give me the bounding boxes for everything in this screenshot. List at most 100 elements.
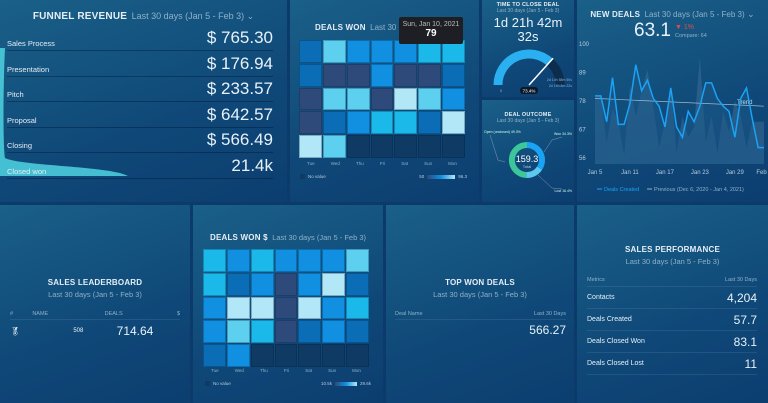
date-range-dropdown[interactable]: Last 30 days (Jan 5 - Feb 3) xyxy=(496,8,560,14)
heatmap-cell[interactable] xyxy=(418,111,442,135)
heatmap-cell[interactable] xyxy=(299,111,322,135)
heatmap-cell[interactable] xyxy=(346,296,369,320)
date-range-dropdown[interactable]: Last 30 days (Jan 5 - Feb 3) xyxy=(131,11,245,21)
date-range-dropdown[interactable]: Last 30 days (Jan 5 - Feb 3) xyxy=(433,290,527,299)
heatmap-cell[interactable] xyxy=(322,296,346,320)
heatmap-cell[interactable] xyxy=(274,249,298,272)
heatmap-cell[interactable] xyxy=(250,320,274,344)
heatmap-cell[interactable] xyxy=(250,296,274,320)
heatmap-cell[interactable] xyxy=(298,272,322,296)
table-row[interactable]: 566.27 xyxy=(529,323,566,337)
heatmap-cell[interactable] xyxy=(322,272,346,296)
donut-segment[interactable] xyxy=(526,142,545,170)
funnel-row[interactable]: Closed won 21.4k xyxy=(7,154,273,179)
donut-total: 159.3 xyxy=(516,154,539,164)
heatmap-cell[interactable] xyxy=(299,63,322,87)
heatmap-cell[interactable] xyxy=(203,344,226,367)
donut-segment[interactable] xyxy=(508,141,528,178)
heatmap-cell[interactable] xyxy=(298,249,322,272)
heatmap-cell[interactable] xyxy=(370,135,394,158)
heatmap-cell[interactable] xyxy=(250,272,274,296)
heatmap-cell[interactable] xyxy=(226,296,250,320)
heatmap-cell[interactable] xyxy=(299,135,322,158)
donut-segment[interactable] xyxy=(526,166,543,178)
heatmap-cell[interactable] xyxy=(274,320,298,344)
heatmap-cell[interactable] xyxy=(346,344,369,367)
legend-deals-created[interactable]: Deals Created xyxy=(604,187,639,193)
table-row[interactable]: 🏅︎ 508 714.64 xyxy=(10,324,154,338)
heatmap-cell[interactable] xyxy=(442,87,465,111)
heatmap-cell[interactable] xyxy=(322,344,346,367)
heatmap-cell[interactable] xyxy=(346,135,370,158)
heatmap-cell[interactable] xyxy=(299,40,322,63)
heatmap-cell[interactable] xyxy=(250,249,274,272)
funnel-row[interactable]: Proposal $ 642.57 xyxy=(7,103,273,128)
legend-max: 29.6k xyxy=(359,381,371,386)
heatmap-cell[interactable] xyxy=(298,320,322,344)
heatmap-cell[interactable] xyxy=(226,320,250,344)
chevron-down-icon[interactable]: ⌄ xyxy=(744,9,755,19)
heatmap-cell[interactable] xyxy=(370,87,394,111)
date-range-dropdown[interactable]: Last 30 days (Jan 5 - Feb 3) xyxy=(625,257,720,266)
table-row[interactable]: Deals Closed Won 83.1 xyxy=(587,331,757,353)
heatmap-cell[interactable] xyxy=(394,63,418,87)
heatmap-cell[interactable] xyxy=(298,344,322,367)
heatmap-cell[interactable] xyxy=(274,344,298,367)
heatmap-cell[interactable] xyxy=(370,63,394,87)
heatmap-cell[interactable] xyxy=(346,249,369,272)
table-row[interactable]: Deals Closed Lost 11 xyxy=(587,353,757,375)
heatmap-cell[interactable] xyxy=(299,87,322,111)
heatmap-cell[interactable] xyxy=(203,272,226,296)
heatmap-cell[interactable] xyxy=(442,135,465,158)
date-range-dropdown[interactable]: Last 30 days (Jan 5 - Feb 3) xyxy=(644,10,745,19)
funnel-row[interactable]: Presentation $ 176.94 xyxy=(7,52,273,77)
heatmap-cell[interactable] xyxy=(226,272,250,296)
date-range-dropdown[interactable]: Last 30 days (Jan 5 - Feb 3) xyxy=(496,118,560,124)
heatmap-cell[interactable] xyxy=(418,87,442,111)
heatmap-cell[interactable] xyxy=(322,320,346,344)
heatmap-cell[interactable] xyxy=(394,135,418,158)
heatmap-cell[interactable] xyxy=(298,296,322,320)
heatmap-cell[interactable] xyxy=(203,249,226,272)
heatmap-cell[interactable] xyxy=(346,111,370,135)
heatmap-cell[interactable] xyxy=(418,63,442,87)
heatmap-cell[interactable] xyxy=(442,111,465,135)
heatmap-cell[interactable] xyxy=(394,87,418,111)
heatmap-cell[interactable] xyxy=(394,111,418,135)
heatmap-cell[interactable] xyxy=(322,63,346,87)
heatmap-cell[interactable] xyxy=(442,63,465,87)
funnel-stage-label: Closed won xyxy=(7,166,47,176)
heatmap-cell[interactable] xyxy=(274,296,298,320)
heatmap-cell[interactable] xyxy=(370,40,394,63)
heatmap-cell[interactable] xyxy=(322,111,346,135)
heatmap-cell[interactable] xyxy=(226,249,250,272)
heatmap-cell[interactable] xyxy=(274,272,298,296)
heatmap-cell[interactable] xyxy=(226,344,250,367)
heatmap-cell[interactable] xyxy=(346,40,370,63)
heatmap-cell[interactable] xyxy=(346,272,369,296)
funnel-row[interactable]: Closing $ 566.49 xyxy=(7,128,273,153)
legend-min: 10.5k xyxy=(320,381,332,386)
funnel-row[interactable]: Pitch $ 233.57 xyxy=(7,77,273,102)
funnel-row[interactable]: Sales Process $ 765.30 xyxy=(7,26,273,51)
date-range-dropdown[interactable]: Last 30 days (Jan 5 - Feb 3) xyxy=(48,290,142,299)
heatmap-cell[interactable] xyxy=(322,40,346,63)
heatmap-cell[interactable] xyxy=(322,135,346,158)
heatmap-cell[interactable] xyxy=(346,63,370,87)
date-range-dropdown[interactable]: Last 30 days (Jan 5 - Feb 3) xyxy=(272,233,367,242)
table-row[interactable]: Contacts 4,204 xyxy=(587,287,757,309)
heatmap-cell[interactable] xyxy=(346,87,370,111)
heatmap-cell[interactable] xyxy=(322,87,346,111)
chevron-down-icon[interactable]: ⌄ xyxy=(244,11,255,21)
heatmap-cell[interactable] xyxy=(346,320,369,344)
heatmap-cell[interactable] xyxy=(370,111,394,135)
heatmap-cell[interactable] xyxy=(203,320,226,344)
table-row[interactable]: Deals Created 57.7 xyxy=(587,309,757,331)
heatmap-cell[interactable] xyxy=(250,344,274,367)
date-range-dropdown[interactable]: Last 30 days xyxy=(370,23,416,32)
legend-previous[interactable]: Previous (Dec 6, 2020 - Jan 4, 2021) xyxy=(654,187,744,193)
funnel-stage-value: $ 233.57 xyxy=(206,79,273,98)
heatmap-cell[interactable] xyxy=(322,249,346,272)
heatmap-cell[interactable] xyxy=(203,296,226,320)
heatmap-cell[interactable] xyxy=(418,135,442,158)
